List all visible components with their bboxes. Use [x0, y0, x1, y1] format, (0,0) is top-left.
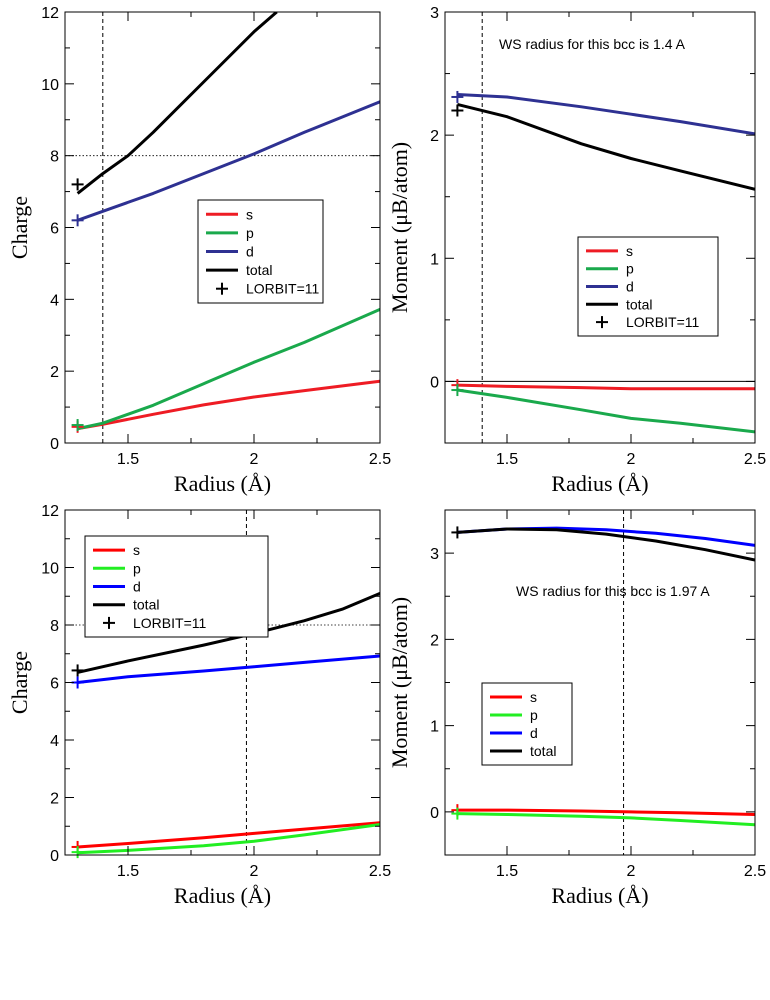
x-tick-label: 2.5 — [744, 863, 766, 880]
legend: spd total — [481, 682, 573, 766]
y-tick-label: 6 — [50, 221, 59, 238]
legend-label: s — [133, 542, 140, 558]
y-tick-label: 0 — [430, 805, 439, 822]
y-axis-label: Moment (μB/atom) — [387, 597, 412, 768]
plus-marker — [71, 178, 84, 191]
series-line-s — [77, 821, 380, 849]
legend-label: p — [133, 560, 141, 576]
legend: spd total LORBIT=11 — [84, 535, 269, 638]
y-tick-label: 1 — [430, 251, 439, 268]
legend-label: p — [530, 707, 538, 723]
x-tick-label: 2 — [250, 451, 259, 468]
panel-bottom-right: 1.5 2 2.5 0 1 2 3 Radius (Å) Moment (μB/atom) WS … — [387, 509, 766, 908]
legend-label: p — [246, 225, 254, 241]
x-tick-label: 1.5 — [496, 863, 518, 880]
x-tick-label: 2.5 — [369, 451, 391, 468]
y-tick-label: 0 — [430, 374, 439, 391]
series-line-p — [457, 812, 755, 827]
x-tick-label: 2 — [627, 451, 636, 468]
panel-top-right: 1.5 2 2.5 0 1 2 3 Radius (Å) Moment (μB/atom) WS … — [387, 5, 766, 496]
x-tick-label: 1.5 — [117, 451, 139, 468]
legend-label: total — [133, 597, 159, 613]
x-tick-label: 2 — [627, 863, 636, 880]
series-line-total — [457, 102, 755, 191]
y-tick-label: 4 — [50, 292, 59, 309]
panel-bottom-left: 1.5 2 2.5 0 2 4 6 8 10 12 Radius (Å) Charge spd total… — [7, 503, 391, 908]
y-tick-label: 2 — [50, 791, 59, 808]
legend-label: total — [626, 296, 652, 312]
legend-label: d — [246, 244, 254, 260]
legend: spd total LORBIT=11 — [197, 199, 324, 304]
series-line-p — [77, 308, 380, 431]
series-line-s — [457, 383, 755, 391]
x-tick-label: 1.5 — [117, 863, 139, 880]
y-axis-label: Charge — [7, 651, 32, 714]
x-tick-label: 2.5 — [744, 451, 766, 468]
series-line-p — [457, 388, 755, 434]
plus-marker — [451, 384, 464, 397]
series-line-p — [77, 823, 380, 855]
panel-top-left: 1.5 2 2.5 0 2 4 6 8 10 12 Radius (Å) Charge spd total… — [7, 5, 391, 496]
y-tick-label: 8 — [50, 149, 59, 166]
ws-radius-annotation: WS radius for this bcc is 1.97 A — [516, 583, 710, 599]
ws-radius-annotation: WS radius for this bcc is 1.4 A — [499, 36, 686, 52]
plus-marker — [71, 419, 84, 432]
legend-box — [481, 682, 573, 766]
legend-label: total — [246, 262, 272, 278]
y-tick-label: 10 — [41, 561, 59, 578]
y-tick-label: 2 — [430, 632, 439, 649]
legend-label: d — [626, 279, 634, 295]
x-axis-label: Radius (Å) — [551, 883, 648, 908]
legend-label: total — [530, 743, 556, 759]
series-line-s — [77, 379, 380, 431]
legend-label: LORBIT=11 — [246, 281, 319, 297]
y-tick-label: 0 — [50, 436, 59, 453]
series-line-total — [457, 527, 755, 562]
y-tick-label: 8 — [50, 618, 59, 635]
plus-marker — [451, 104, 464, 117]
y-tick-label: 2 — [430, 128, 439, 145]
plus-marker — [451, 90, 464, 103]
legend-label: d — [133, 579, 141, 595]
x-tick-label: 2 — [250, 863, 259, 880]
series-line-s — [457, 808, 755, 816]
x-tick-label: 1.5 — [496, 451, 518, 468]
y-tick-label: 6 — [50, 676, 59, 693]
y-axis-label: Moment (μB/atom) — [387, 142, 412, 313]
series-line-total — [76, 12, 278, 195]
legend-label: p — [626, 261, 634, 277]
x-axis-label: Radius (Å) — [174, 883, 271, 908]
plus-marker — [451, 526, 464, 539]
series-line-d — [77, 100, 380, 222]
legend-label: LORBIT=11 — [133, 615, 206, 631]
plus-marker — [71, 846, 84, 859]
x-axis-label: Radius (Å) — [551, 471, 648, 496]
y-tick-label: 3 — [430, 5, 439, 22]
y-tick-label: 12 — [41, 5, 59, 22]
y-tick-label: 3 — [430, 546, 439, 563]
plus-marker — [71, 664, 84, 677]
plus-marker — [71, 214, 84, 227]
y-tick-label: 4 — [50, 733, 59, 750]
y-tick-label: 0 — [50, 848, 59, 865]
legend-label: s — [246, 206, 253, 222]
plot-frame — [444, 11, 756, 444]
plus-marker — [451, 807, 464, 820]
series-line-d — [77, 654, 380, 684]
y-tick-label: 2 — [50, 364, 59, 381]
legend-label: d — [530, 725, 538, 741]
y-tick-label: 12 — [41, 503, 59, 520]
legend-label: LORBIT=11 — [626, 314, 699, 330]
x-axis-label: Radius (Å) — [174, 471, 271, 496]
x-tick-label: 2.5 — [369, 863, 391, 880]
y-axis-label: Charge — [7, 196, 32, 259]
legend-label: s — [530, 689, 537, 705]
y-tick-label: 10 — [41, 77, 59, 94]
series-line-d — [457, 93, 755, 136]
legend-label: s — [626, 243, 633, 259]
y-tick-label: 1 — [430, 719, 439, 736]
